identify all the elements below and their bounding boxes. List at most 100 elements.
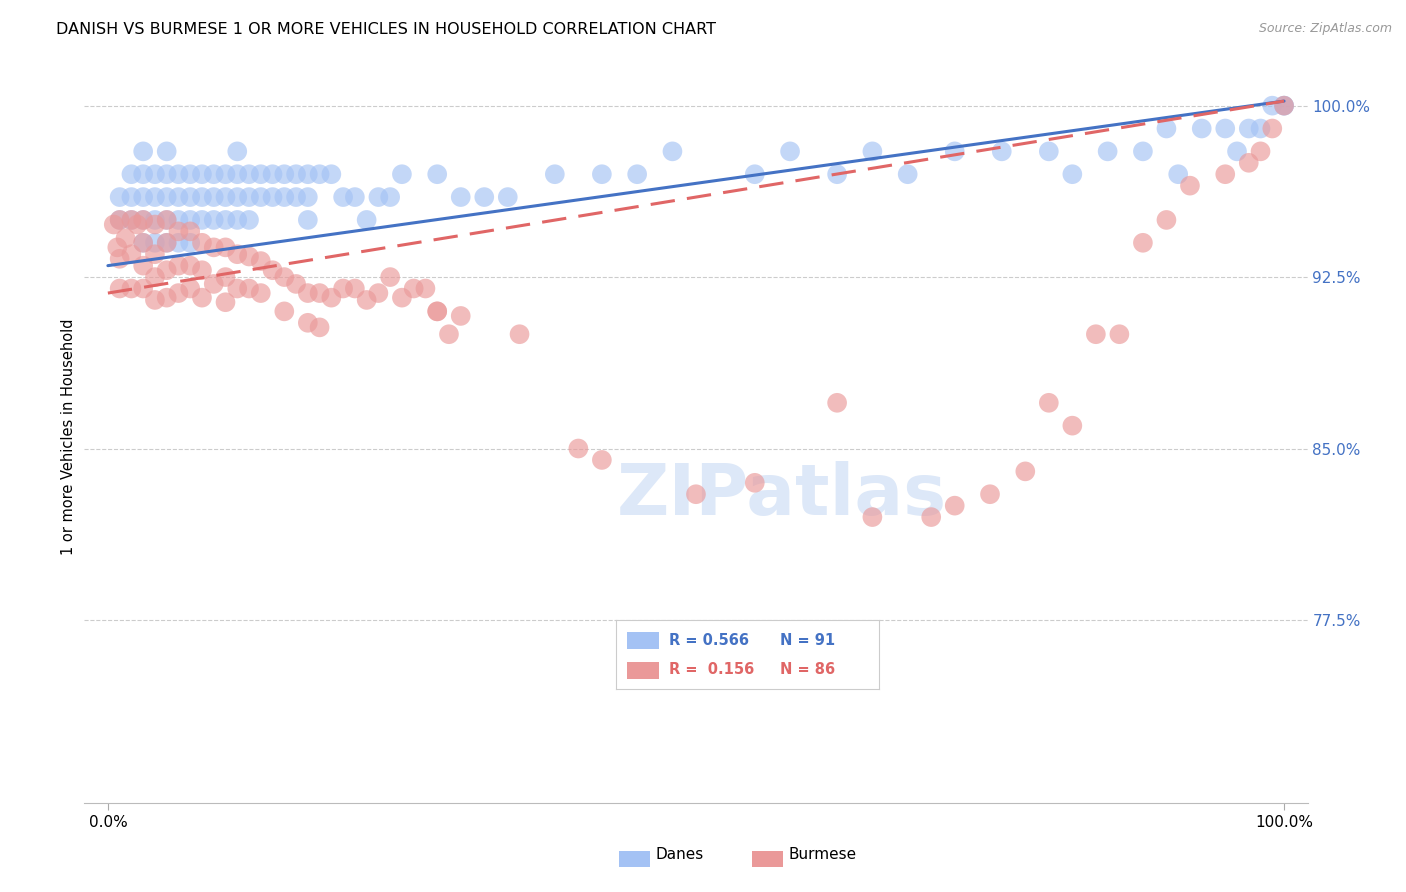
Point <box>191 235 214 250</box>
Point <box>1250 121 1272 136</box>
Point <box>297 316 319 330</box>
Point <box>1178 178 1201 193</box>
Point <box>450 190 472 204</box>
Point <box>509 327 531 342</box>
Point <box>214 167 236 181</box>
Point <box>1038 396 1060 410</box>
Point <box>378 270 402 285</box>
Point <box>1250 145 1272 159</box>
Point <box>356 293 378 307</box>
Point <box>214 270 236 285</box>
Text: R = 0.566: R = 0.566 <box>669 633 749 648</box>
Point <box>332 281 354 295</box>
Point <box>332 190 354 204</box>
Point <box>108 190 131 204</box>
Point <box>897 167 920 181</box>
Point <box>308 167 330 181</box>
Point <box>1272 98 1295 112</box>
Point <box>262 263 284 277</box>
Point <box>285 190 308 204</box>
Point <box>308 286 330 301</box>
Point <box>591 453 613 467</box>
Point <box>202 240 225 254</box>
Point <box>132 213 155 227</box>
Point <box>367 286 389 301</box>
Point <box>143 235 166 250</box>
Point <box>1167 167 1189 181</box>
Point <box>143 190 166 204</box>
Point <box>544 167 567 181</box>
Point <box>105 240 128 254</box>
Point <box>1062 167 1084 181</box>
Point <box>285 167 308 181</box>
Point <box>214 213 236 227</box>
Point <box>120 281 142 295</box>
FancyBboxPatch shape <box>627 662 658 679</box>
Point <box>943 499 966 513</box>
Point <box>249 254 271 268</box>
Point <box>143 293 166 307</box>
Point <box>1261 98 1284 112</box>
Point <box>238 213 260 227</box>
Point <box>825 396 848 410</box>
Point <box>308 320 330 334</box>
Point <box>1038 145 1060 159</box>
Point <box>378 190 402 204</box>
Point <box>1226 145 1249 159</box>
Point <box>108 281 131 295</box>
Point <box>1156 213 1178 227</box>
Point <box>156 235 179 250</box>
Point <box>426 304 449 318</box>
Text: Source: ZipAtlas.com: Source: ZipAtlas.com <box>1258 22 1392 36</box>
Point <box>321 167 343 181</box>
Point <box>132 190 155 204</box>
Point <box>179 213 201 227</box>
Point <box>143 167 166 181</box>
Point <box>391 291 413 305</box>
Point <box>685 487 707 501</box>
Point <box>860 510 883 524</box>
Point <box>108 252 131 266</box>
Point <box>472 190 495 204</box>
Point <box>143 247 166 261</box>
Point <box>943 145 966 159</box>
Text: DANISH VS BURMESE 1 OR MORE VEHICLES IN HOUSEHOLD CORRELATION CHART: DANISH VS BURMESE 1 OR MORE VEHICLES IN … <box>56 22 716 37</box>
Point <box>120 213 142 227</box>
Point <box>1272 98 1295 112</box>
Point <box>179 224 201 238</box>
Point <box>238 281 260 295</box>
Point <box>249 167 271 181</box>
Point <box>496 190 519 204</box>
Point <box>567 442 589 456</box>
Point <box>297 286 319 301</box>
Point <box>191 263 214 277</box>
Point <box>120 190 142 204</box>
Point <box>191 213 214 227</box>
Text: R =  0.156: R = 0.156 <box>669 663 754 677</box>
Point <box>226 281 249 295</box>
Point <box>367 190 389 204</box>
Point <box>226 247 249 261</box>
Point <box>1213 121 1236 136</box>
Point <box>108 213 131 227</box>
Point <box>1014 464 1036 478</box>
Point <box>114 231 136 245</box>
Point <box>179 167 201 181</box>
Point <box>191 190 214 204</box>
Point <box>661 145 683 159</box>
Point <box>426 304 449 318</box>
Point <box>285 277 308 291</box>
Point <box>297 167 319 181</box>
Point <box>273 304 295 318</box>
Point <box>179 259 201 273</box>
Point <box>179 235 201 250</box>
Point <box>120 167 142 181</box>
Point <box>297 213 319 227</box>
Point <box>156 263 179 277</box>
Point <box>1156 121 1178 136</box>
Point <box>1237 155 1260 169</box>
Point <box>132 259 155 273</box>
Point <box>120 247 142 261</box>
Point <box>156 190 179 204</box>
Point <box>426 167 449 181</box>
